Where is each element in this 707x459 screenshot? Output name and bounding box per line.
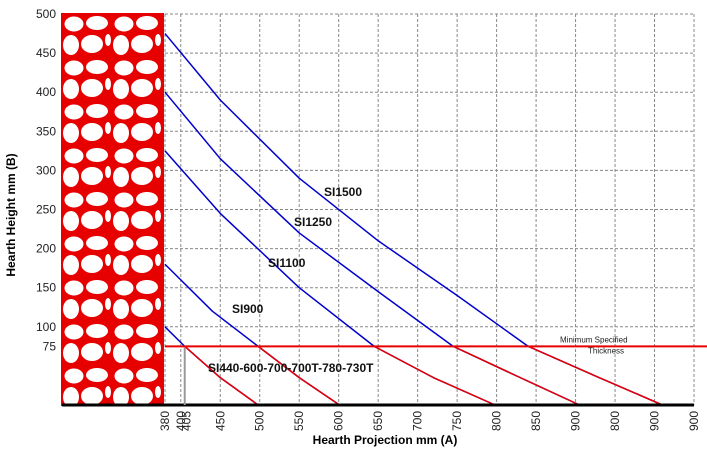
- curve-label: SI1250: [294, 215, 332, 229]
- y-tick-label: 350: [36, 124, 56, 138]
- x-tick-label: 650: [371, 411, 385, 431]
- curve-label: SI900: [232, 302, 264, 316]
- y-tick-label: 400: [36, 85, 56, 99]
- threshold-label: Thickness: [588, 346, 624, 355]
- x-tick-label: 400: [174, 411, 188, 431]
- curve-below-threshold: [183, 346, 259, 406]
- x-axis-title: Hearth Projection mm (A): [313, 433, 458, 447]
- curve: [164, 263, 340, 406]
- y-tick-label: 200: [36, 242, 56, 256]
- x-tick-label: 900: [569, 411, 583, 431]
- y-tick-label: 500: [36, 7, 56, 21]
- x-tick-label: 900: [687, 411, 701, 431]
- x-tick-label: 500: [253, 411, 267, 431]
- y-tick-label: 150: [36, 281, 56, 295]
- grid: [164, 13, 695, 405]
- x-tick-label: 450: [213, 411, 227, 431]
- y-tick-label: 100: [36, 320, 56, 334]
- x-tick-label: 800: [490, 411, 504, 431]
- hearth-wall: [61, 13, 164, 406]
- curve-below-threshold: [373, 346, 496, 406]
- threshold-label: Minimum Specified: [560, 335, 628, 344]
- x-tick-label: 850: [529, 411, 543, 431]
- reference-label: 405: [180, 411, 194, 431]
- x-tick-label: 700: [411, 411, 425, 431]
- curve-below-threshold: [451, 346, 580, 406]
- x-tick-label: 800: [608, 411, 622, 431]
- y-axis-title: Hearth Height mm (B): [4, 153, 18, 276]
- y-tick-label: 75: [43, 339, 57, 353]
- curve-label: SI1500: [324, 185, 362, 199]
- x-tick-label: 600: [332, 411, 346, 431]
- y-tick-label: 300: [36, 163, 56, 177]
- x-tick-label: 550: [292, 411, 306, 431]
- y-tick-label: 450: [36, 46, 56, 60]
- curve-label: SI1100: [268, 256, 306, 270]
- curve-below-threshold: [256, 346, 340, 406]
- curve-label: SI440-600-700-700T-780-730T: [208, 361, 374, 375]
- y-tick-label: 250: [36, 203, 56, 217]
- curve-below-threshold: [526, 346, 663, 406]
- x-tick-label: 380: [158, 411, 172, 431]
- x-tick-label: 750: [450, 411, 464, 431]
- x-tick-label: 900: [648, 411, 662, 431]
